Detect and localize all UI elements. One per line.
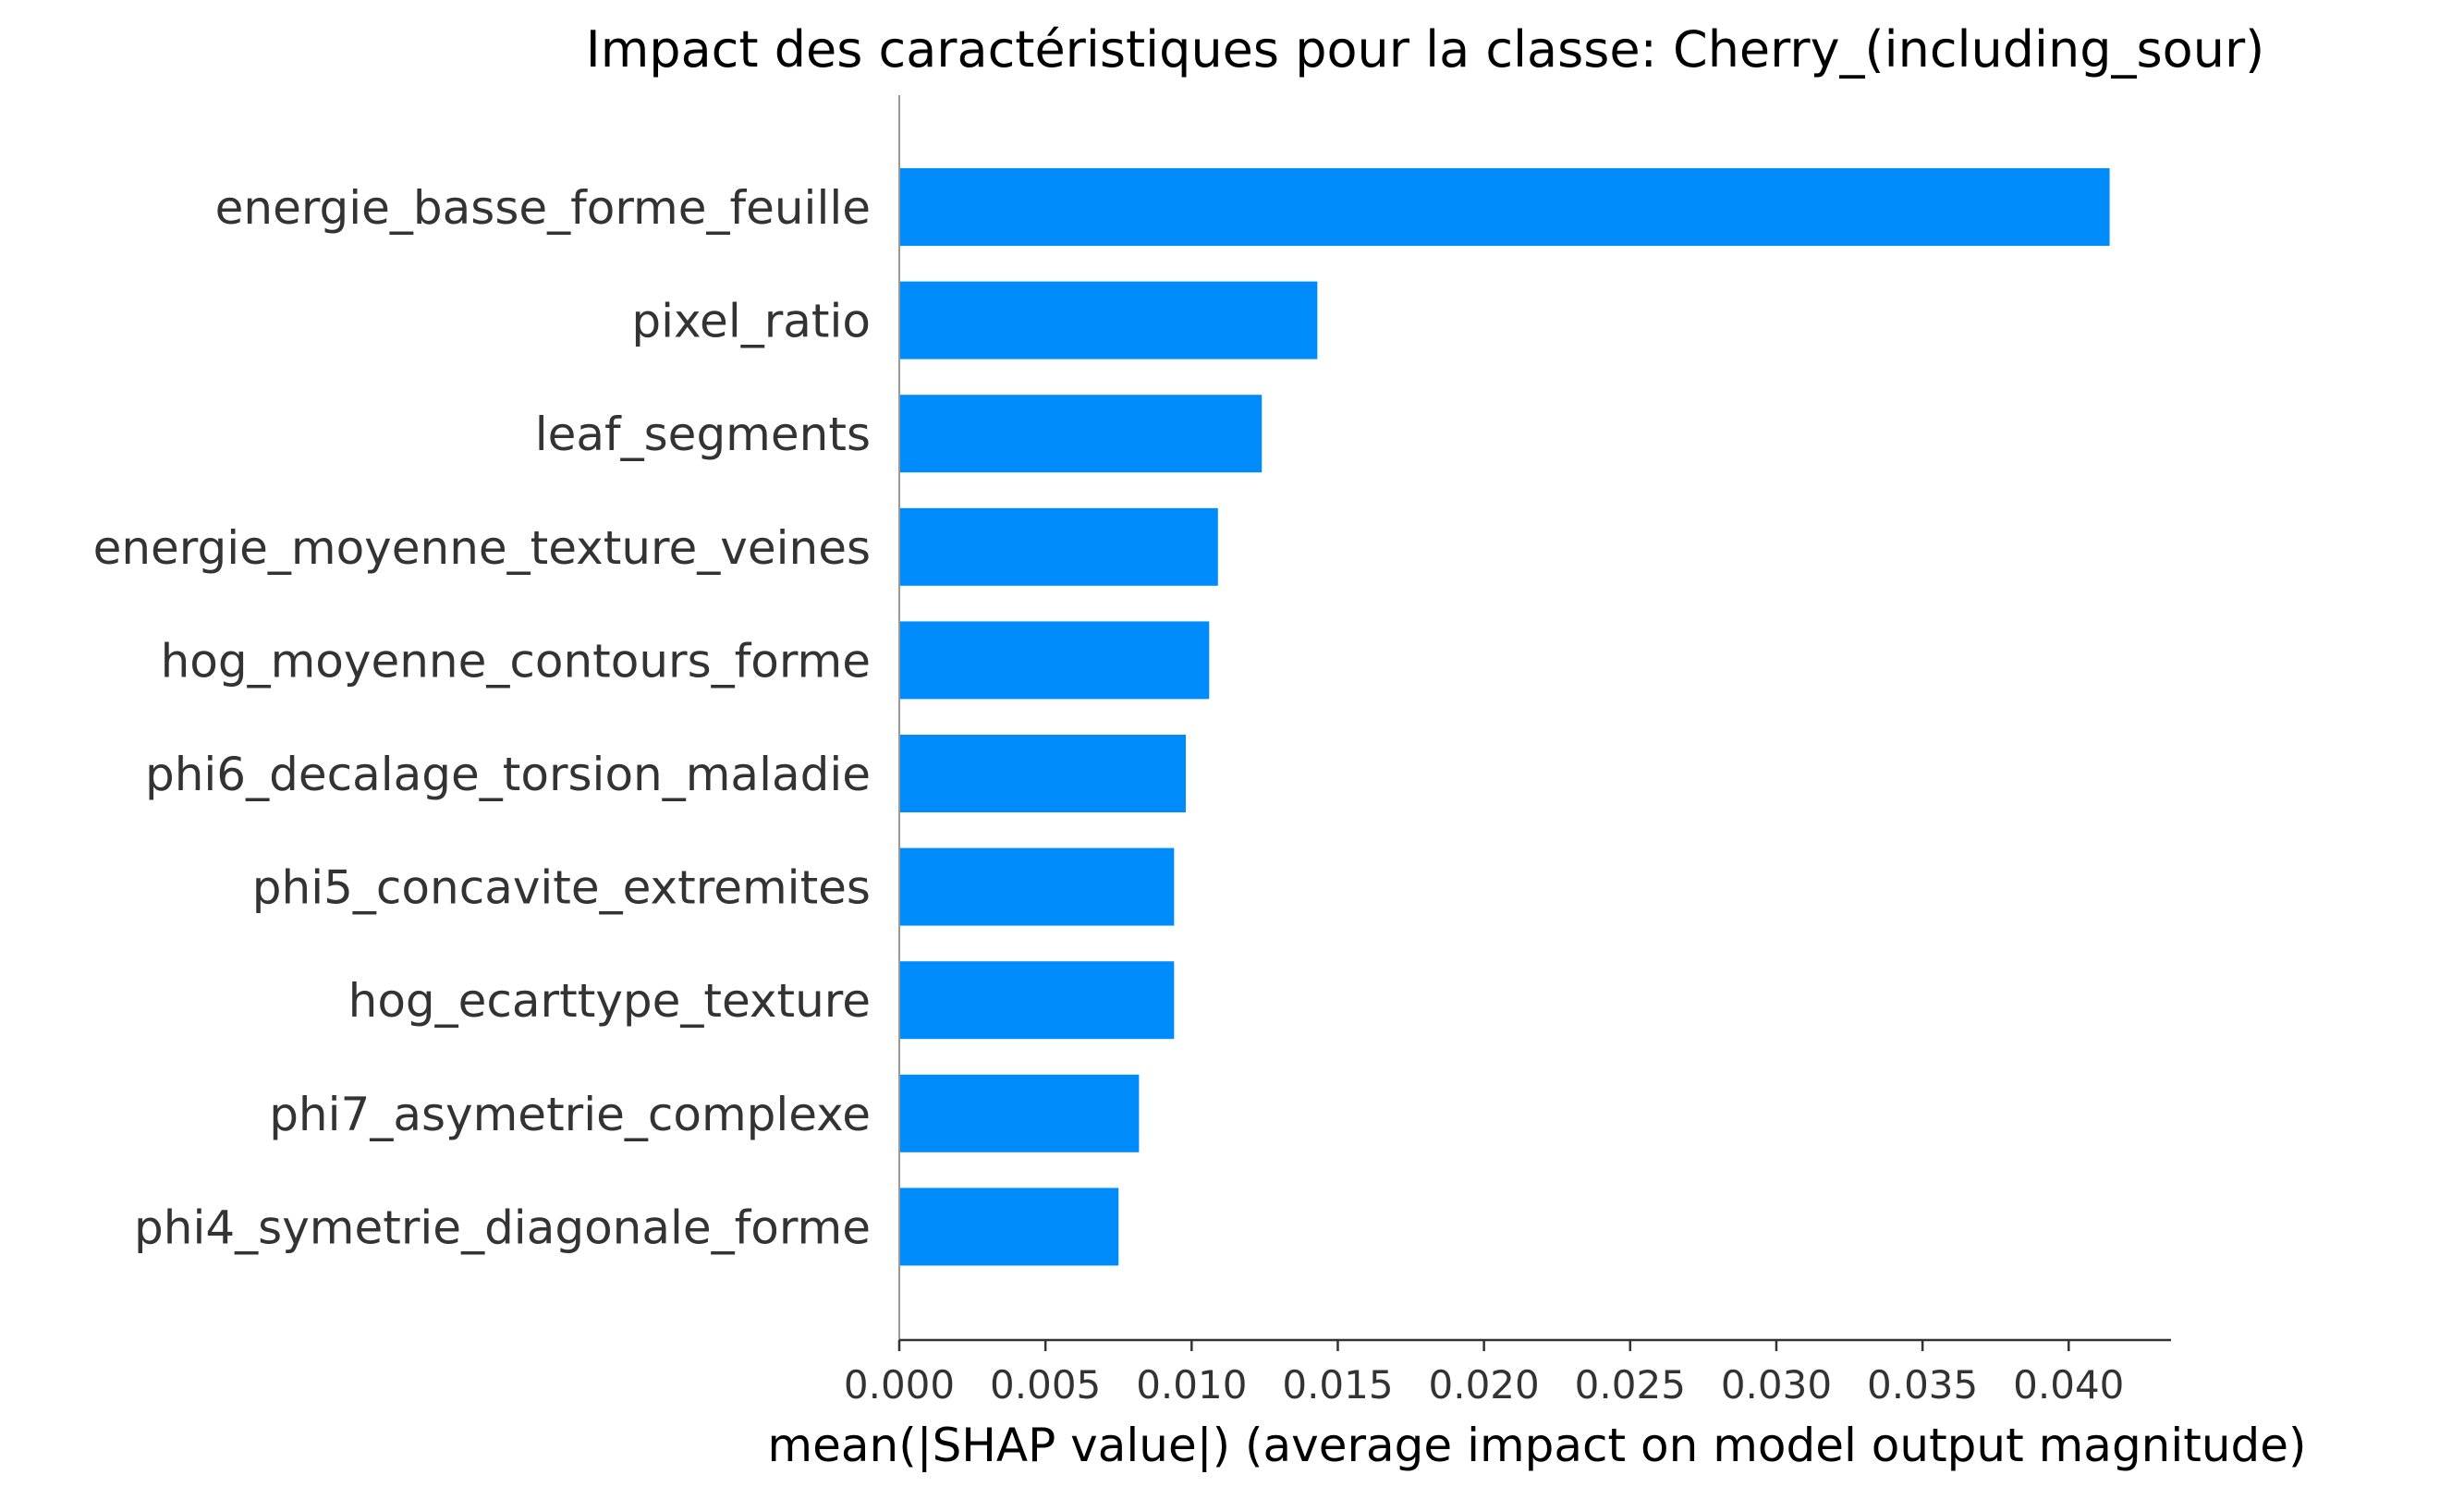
bar xyxy=(899,507,1218,586)
x-tick-label: 0.015 xyxy=(1282,1362,1393,1408)
category-label: hog_moyenne_contours_forme xyxy=(161,634,871,688)
bar xyxy=(899,735,1186,812)
category-label: phi4_symetrie_diagonale_forme xyxy=(134,1200,871,1254)
category-label: phi7_asymetrie_complexe xyxy=(269,1088,871,1141)
x-tick-label: 0.035 xyxy=(1867,1362,1978,1408)
x-tick-label: 0.000 xyxy=(844,1362,955,1408)
x-tick-label: 0.010 xyxy=(1136,1362,1247,1408)
chart-title: Impact des caractéristiques pour la clas… xyxy=(586,20,2264,79)
x-tick-label: 0.040 xyxy=(2013,1362,2124,1408)
bar xyxy=(899,168,2110,246)
bars-group xyxy=(899,168,2110,1266)
bar xyxy=(899,1188,1119,1266)
x-tick-label: 0.030 xyxy=(1721,1362,1832,1408)
bar xyxy=(899,1074,1140,1152)
x-ticks: 0.000 0.005 0.010 0.015 0.020 0.025 0.030 0.035… xyxy=(844,1340,2124,1408)
bar xyxy=(899,281,1318,360)
category-label: leaf_segments xyxy=(535,408,871,461)
x-axis-label: mean(|SHAP value|) (average impact on mo… xyxy=(767,1419,2306,1472)
x-tick-label: 0.020 xyxy=(1429,1362,1540,1408)
x-tick-label: 0.025 xyxy=(1575,1362,1686,1408)
category-label: phi6_decalage_torsion_maladie xyxy=(145,748,871,801)
category-label: phi5_concavite_extremites xyxy=(252,861,871,915)
bar xyxy=(899,847,1175,926)
category-label: hog_ecarttype_texture xyxy=(348,974,871,1028)
category-label: pixel_ratio xyxy=(631,295,871,348)
category-labels: energie_basse_forme_feuille pixel_ratiole… xyxy=(93,181,871,1254)
bar xyxy=(899,621,1210,700)
category-label: energie_moyenne_texture_veines xyxy=(93,521,871,575)
bar xyxy=(899,395,1262,473)
category-label: energie_basse_forme_feuille xyxy=(215,181,871,235)
bar xyxy=(899,961,1175,1040)
x-tick-label: 0.005 xyxy=(990,1362,1101,1408)
